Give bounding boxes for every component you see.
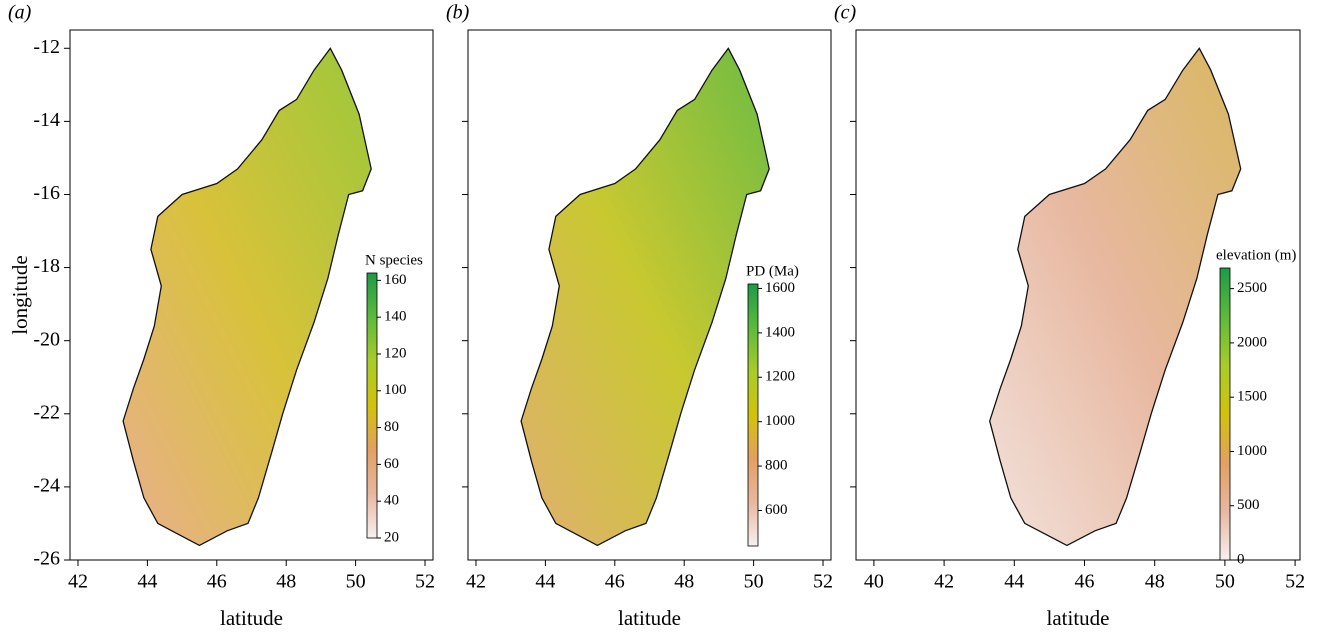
- x-tick-label: 52: [415, 571, 435, 593]
- x-tick-label: 42: [934, 571, 954, 593]
- colorbar-tick-label: 100: [384, 382, 407, 398]
- x-tick-label: 50: [1215, 571, 1235, 593]
- panel-label: (a): [8, 2, 32, 24]
- x-axis-label: latitude: [1047, 606, 1110, 630]
- colorbar-tick-label: 1200: [765, 369, 795, 385]
- x-tick-label: 44: [535, 571, 555, 593]
- x-tick-label: 42: [466, 571, 486, 593]
- x-tick-label: 50: [744, 571, 764, 593]
- island: [122, 47, 372, 547]
- x-tick-label: 48: [674, 571, 694, 593]
- colorbar-tick-label: 1000: [765, 413, 795, 429]
- x-tick-label: 48: [1145, 571, 1165, 593]
- x-tick-label: 50: [346, 571, 366, 593]
- x-axis-label: latitude: [618, 606, 681, 630]
- y-tick-label: -14: [33, 109, 60, 131]
- y-tick-label: -20: [33, 328, 60, 350]
- x-tick-label: 44: [1004, 571, 1024, 593]
- plot-frame: [69, 29, 434, 561]
- colorbar-tick-label: 2000: [1237, 334, 1267, 350]
- colorbar-tick-label: 1500: [1237, 389, 1267, 405]
- x-tick-label: 48: [276, 571, 296, 593]
- x-tick-label: 44: [137, 571, 157, 593]
- colorbar: [1219, 267, 1231, 561]
- colorbar-tick-label: 160: [384, 272, 407, 288]
- colorbar-tick-label: 80: [384, 419, 399, 435]
- plot-frame: [467, 29, 832, 561]
- x-tick-label: 46: [1074, 571, 1094, 593]
- colorbar-tick-label: 120: [384, 345, 407, 361]
- y-axis-label: longitude: [8, 255, 32, 334]
- colorbar-tick-label: 1000: [1237, 443, 1267, 459]
- colorbar-tick-label: 140: [384, 309, 407, 325]
- colorbar-tick-label: 500: [1237, 497, 1260, 513]
- colorbar-label: PD (Ma): [746, 263, 799, 279]
- x-tick-label: 40: [864, 571, 884, 593]
- x-axis-label: latitude: [220, 606, 283, 630]
- colorbar-tick-label: 2500: [1237, 280, 1267, 296]
- island: [520, 47, 770, 547]
- colorbar-label: N species: [365, 252, 423, 268]
- colorbar-tick-label: 40: [384, 493, 399, 509]
- colorbar-tick-label: 0: [1237, 551, 1245, 567]
- colorbar-label: elevation (m): [1216, 247, 1296, 263]
- island: [989, 47, 1242, 547]
- x-tick-label: 52: [813, 571, 833, 593]
- panel-label: (c): [834, 2, 857, 24]
- colorbar-tick-label: 60: [384, 456, 399, 472]
- colorbar-tick-label: 1600: [765, 280, 795, 296]
- x-tick-label: 46: [605, 571, 625, 593]
- y-tick-label: -12: [33, 36, 60, 58]
- y-tick-label: -26: [33, 548, 60, 570]
- y-tick-label: -24: [33, 474, 60, 496]
- colorbar: [366, 272, 378, 539]
- colorbar-tick-label: 800: [765, 458, 788, 474]
- y-tick-label: -16: [33, 182, 60, 204]
- plot-frame: [855, 29, 1301, 561]
- colorbar-tick-label: 1400: [765, 324, 795, 340]
- x-tick-label: 52: [1285, 571, 1305, 593]
- x-tick-label: 46: [207, 571, 227, 593]
- colorbar-tick-label: 20: [384, 529, 399, 545]
- panel-label: (b): [446, 2, 470, 24]
- colorbar: [747, 283, 759, 547]
- y-tick-label: -18: [33, 255, 60, 277]
- y-tick-label: -22: [33, 401, 60, 423]
- colorbar-tick-label: 600: [765, 502, 788, 518]
- x-tick-label: 42: [68, 571, 88, 593]
